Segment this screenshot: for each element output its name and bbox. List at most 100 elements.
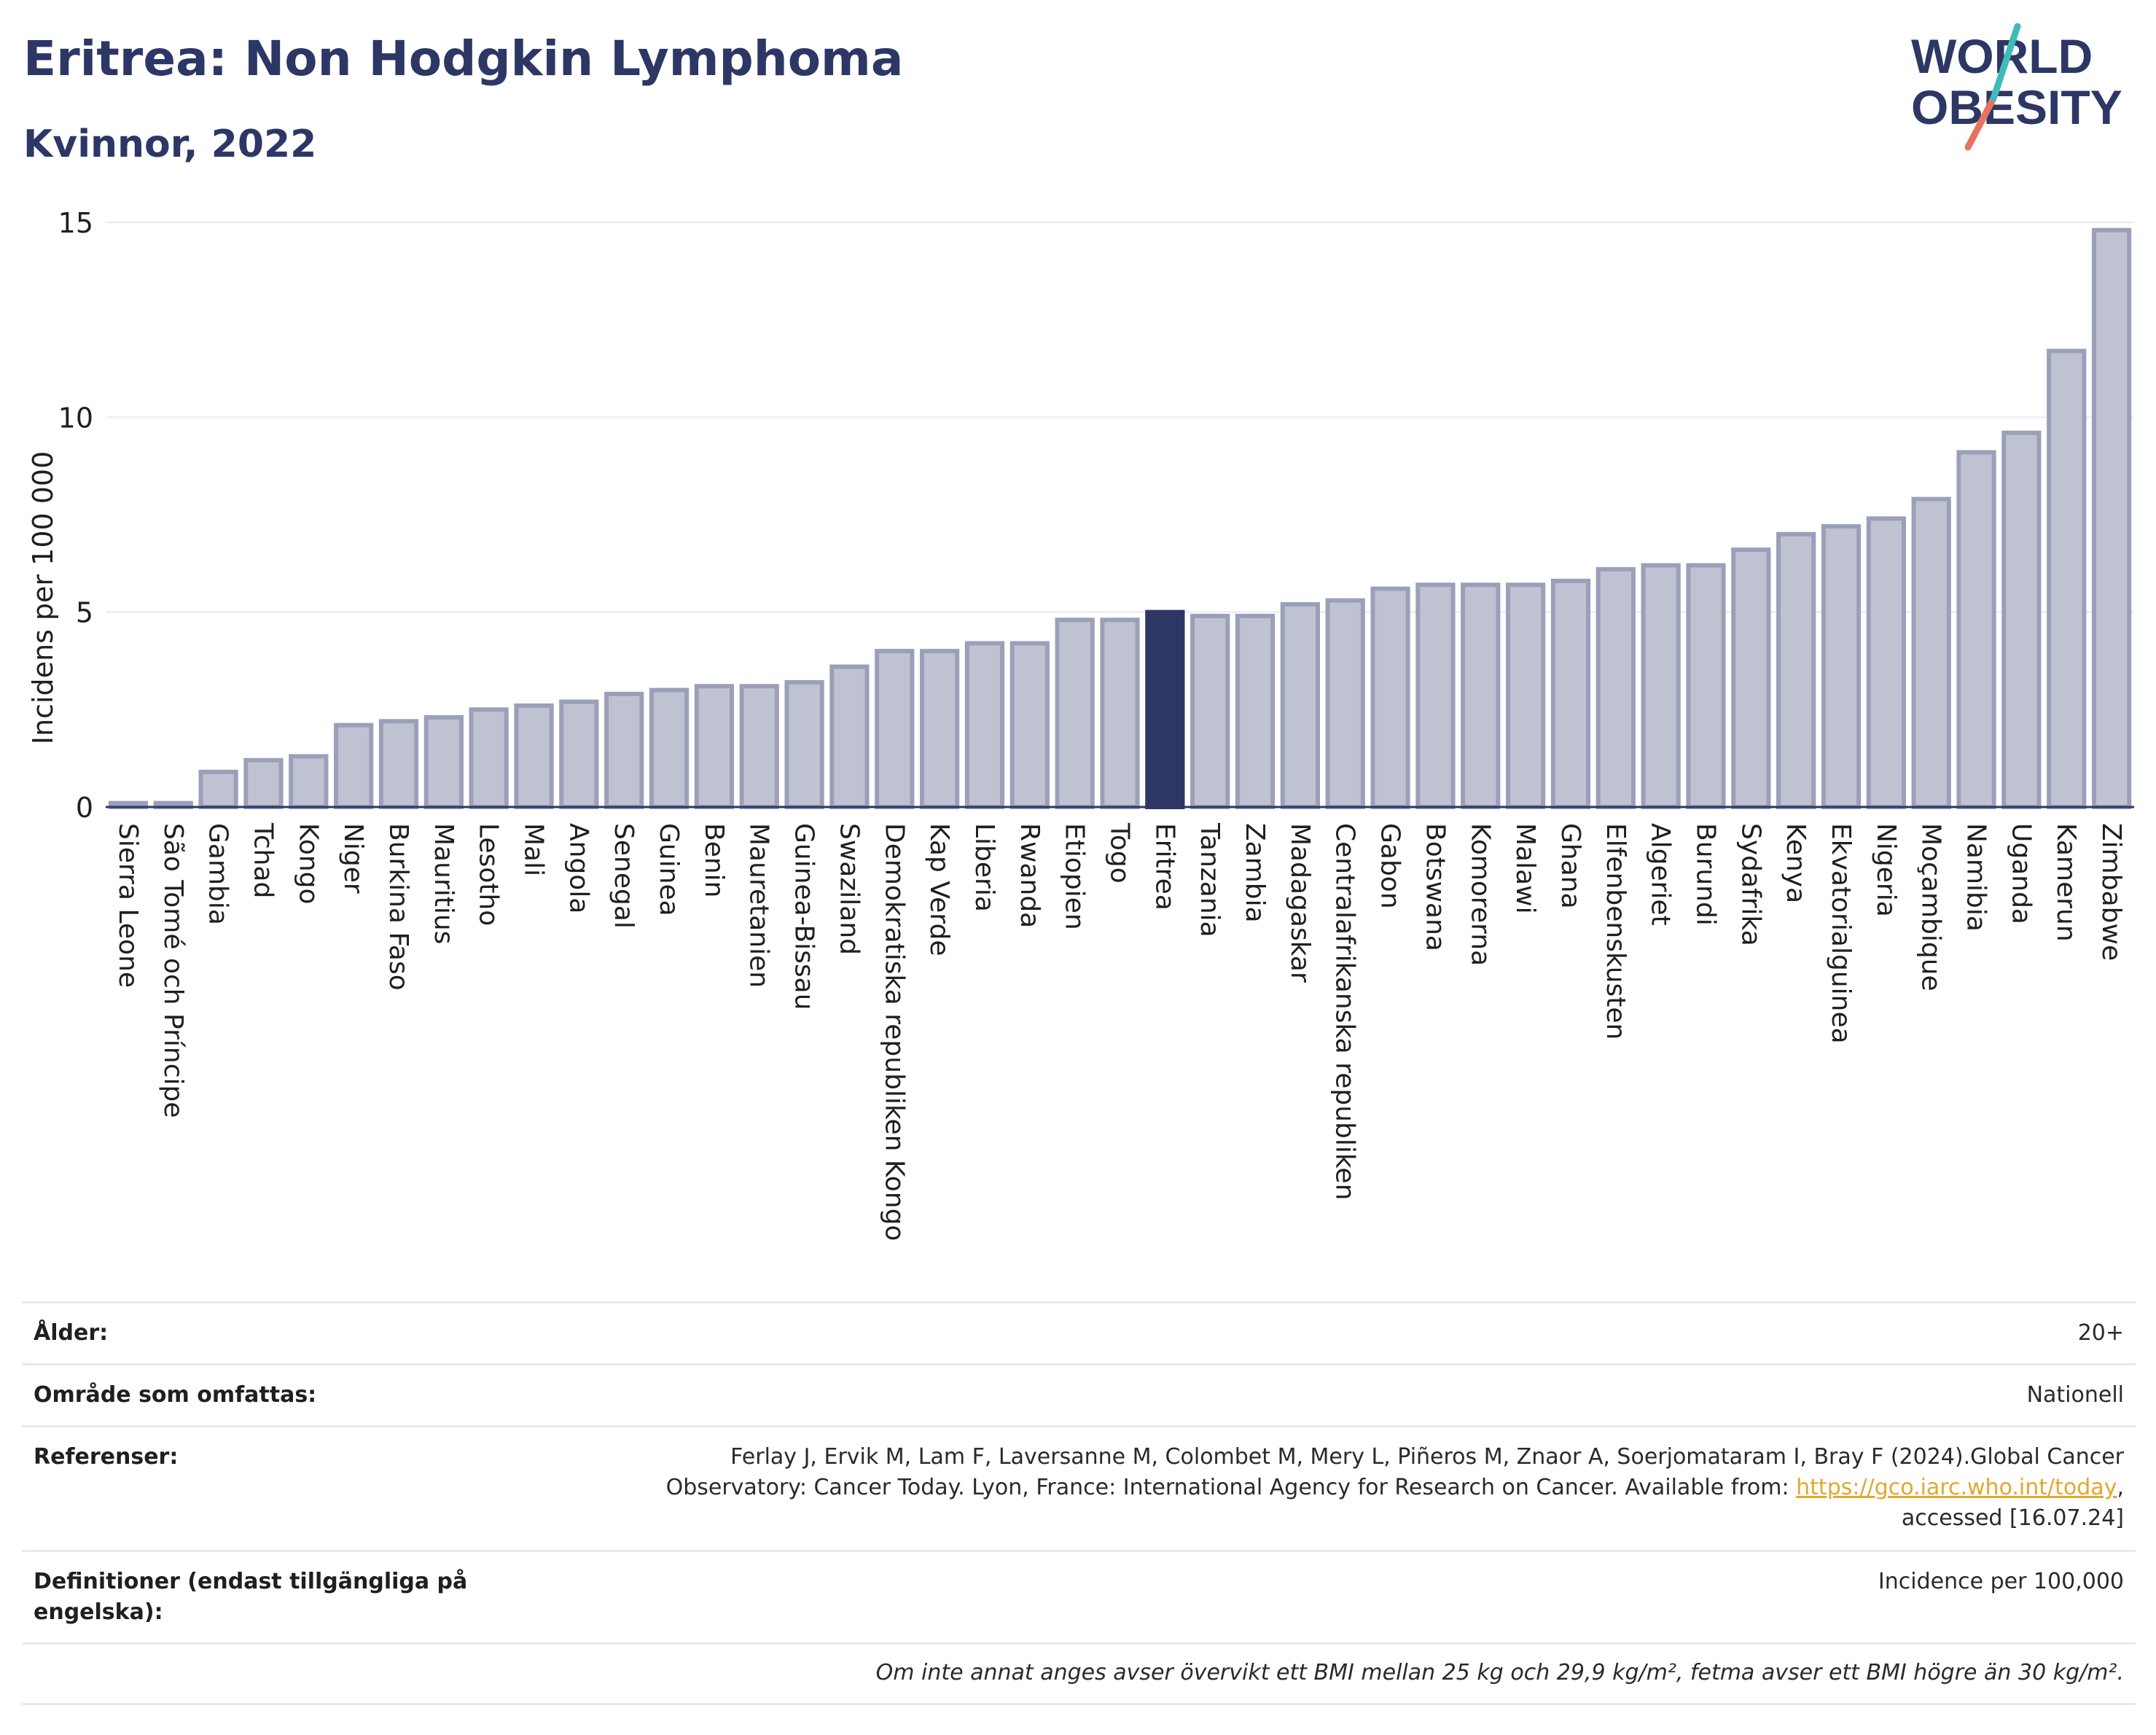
x-tick-labels: Sierra Leone São Tomé och Príncipe Gambia T…: [113, 822, 2126, 1241]
x-tick-label: Niger: [338, 823, 368, 894]
bar-chart: 0 5 10 15 Sierra Leone São Tomé och Príncipe…: [27, 207, 2134, 1241]
references-link[interactable]: https://gco.iarc.who.int/today: [1796, 1475, 2117, 1500]
x-tick-label: Sydafrika: [1735, 823, 1765, 946]
x-tick-label: Komorerna: [1465, 823, 1495, 966]
bar-rwanda: [1009, 641, 1050, 809]
x-tick-label: Algeriet: [1646, 823, 1676, 926]
info-row-footnote: Om inte annat anges avser övervikt ett B…: [22, 1642, 2136, 1705]
bar-burundi: [1686, 563, 1726, 809]
x-tick-label: Zambia: [1240, 823, 1270, 923]
bar-angola: [559, 699, 599, 810]
age-value: 20+: [2077, 1320, 2124, 1346]
bar-centralafrikanska-republiken: [1325, 598, 1365, 809]
area-value: Nationell: [2026, 1382, 2124, 1408]
bar-guinea-bissau: [784, 679, 824, 810]
definitions-value: Incidence per 100,000: [1878, 1569, 2124, 1594]
x-tick-label: Burkina Faso: [383, 823, 413, 991]
bar-tanzania: [1190, 614, 1230, 809]
bar-burkina-faso: [378, 719, 419, 810]
bar-mauretanien: [739, 684, 779, 810]
x-tick-label: Mauretanien: [744, 823, 774, 988]
x-tick-label: Sierra Leone: [113, 823, 143, 988]
references-line-3: accessed [16.07.24]: [1901, 1505, 2124, 1531]
bar-togo: [1100, 617, 1140, 809]
bar-kongo: [289, 754, 329, 809]
definitions-label: Definitioner (endast tillgängliga på eng…: [34, 1567, 467, 1628]
y-tick-labels: 0 5 10 15: [58, 207, 93, 824]
x-tick-label: Angola: [563, 823, 593, 913]
x-tick-label: Lesotho: [474, 823, 504, 926]
info-row-area: Område som omfattas: Nationell: [22, 1363, 2136, 1425]
x-tick-label: Guinea: [654, 823, 684, 916]
age-label: Ålder:: [34, 1320, 109, 1346]
y-tick-label: 10: [58, 402, 93, 434]
bar-uganda: [2001, 430, 2042, 809]
bar-algeriet: [1641, 563, 1681, 809]
x-tick-label: Gambia: [203, 823, 233, 925]
bar-kenya: [1776, 531, 1816, 809]
definitions-label-line-1: Definitioner (endast tillgängliga på: [34, 1569, 468, 1594]
page-subtitle: Kvinnor, 2022: [23, 122, 317, 166]
references-line-2-text: Observatory: Cancer Today. Lyon, France:…: [665, 1475, 1797, 1500]
bar-niger: [334, 722, 374, 809]
x-tick-label: Kongo: [293, 823, 323, 905]
bar-ghana: [1550, 578, 1591, 809]
x-tick-label: Elfenbenskusten: [1601, 823, 1630, 1040]
bar-lesotho: [469, 707, 509, 809]
x-tick-label: Malawi: [1510, 823, 1540, 914]
bar-sydafrika: [1731, 547, 1771, 809]
bar-mo-ambique: [1911, 496, 1951, 809]
info-row-definitions: Definitioner (endast tillgängliga på eng…: [22, 1550, 2136, 1642]
bar-botswana: [1415, 582, 1456, 809]
x-tick-label: Mali: [519, 823, 549, 876]
x-tick-label: Moçambique: [1916, 823, 1946, 991]
bar-kap-verde: [920, 649, 960, 810]
logo-slash-lower: [1964, 95, 1997, 151]
logo-text-obesity: OBESITY: [1911, 80, 2122, 134]
bar-etiopien: [1055, 617, 1095, 809]
references-label: Referenser:: [34, 1444, 179, 1470]
bar-nigeria: [1866, 516, 1906, 809]
info-row-age: Ålder: 20+: [22, 1301, 2136, 1363]
x-tick-label: Botswana: [1420, 823, 1450, 951]
bar-zimbabwe: [2091, 227, 2132, 809]
bar-kamerun: [2047, 348, 2087, 809]
bar-ekvatorialguinea: [1821, 524, 1862, 809]
bar-senegal: [604, 691, 644, 809]
x-tick-label: Kenya: [1781, 823, 1811, 903]
x-tick-label: Etiopien: [1060, 823, 1090, 930]
y-axis-label: Incidens per 100 000: [27, 451, 59, 745]
x-tick-label: Ghana: [1555, 823, 1585, 909]
x-tick-label: Liberia: [969, 823, 999, 912]
bar-guinea: [649, 687, 690, 809]
references-value: Ferlay J, Ervik M, Lam F, Laversanne M, …: [666, 1442, 2124, 1534]
bar-eritrea: [1145, 609, 1185, 810]
x-tick-label: São Tomé och Príncipe: [158, 823, 188, 1118]
x-tick-label: Burundi: [1690, 823, 1720, 926]
x-tick-label: Tanzania: [1195, 822, 1225, 937]
info-table: Ålder: 20+ Område som omfattas: Nationel…: [22, 1301, 2136, 1705]
bar-gabon: [1370, 586, 1410, 809]
x-tick-label: Togo: [1105, 822, 1135, 884]
x-tick-label: Rwanda: [1015, 823, 1044, 928]
bars: [108, 227, 2132, 810]
bar-zambia: [1235, 614, 1276, 809]
x-tick-label: Guinea-Bissau: [789, 823, 819, 1010]
references-line-2-end: ,: [2117, 1475, 2124, 1500]
bar-tchad: [243, 757, 284, 809]
bar-namibia: [1956, 450, 1996, 809]
y-tick-label: 5: [76, 597, 93, 629]
bar-malawi: [1505, 582, 1546, 809]
area-label: Område som omfattas:: [34, 1382, 317, 1408]
y-tick-label: 0: [76, 792, 93, 824]
bar-komorerna: [1461, 582, 1501, 809]
bar-elfenbenskusten: [1595, 566, 1636, 809]
x-tick-label: Kap Verde: [924, 823, 954, 956]
x-tick-label: Mauritius: [429, 823, 458, 944]
bar-benin: [694, 684, 735, 810]
page-title: Eritrea: Non Hodgkin Lymphoma: [23, 31, 904, 87]
x-tick-label: Gabon: [1375, 823, 1405, 909]
info-row-references: Referenser: Ferlay J, Ervik M, Lam F, La…: [22, 1425, 2136, 1550]
bar-madagaskar: [1280, 601, 1320, 809]
x-tick-label: Kamerun: [2051, 823, 2081, 942]
